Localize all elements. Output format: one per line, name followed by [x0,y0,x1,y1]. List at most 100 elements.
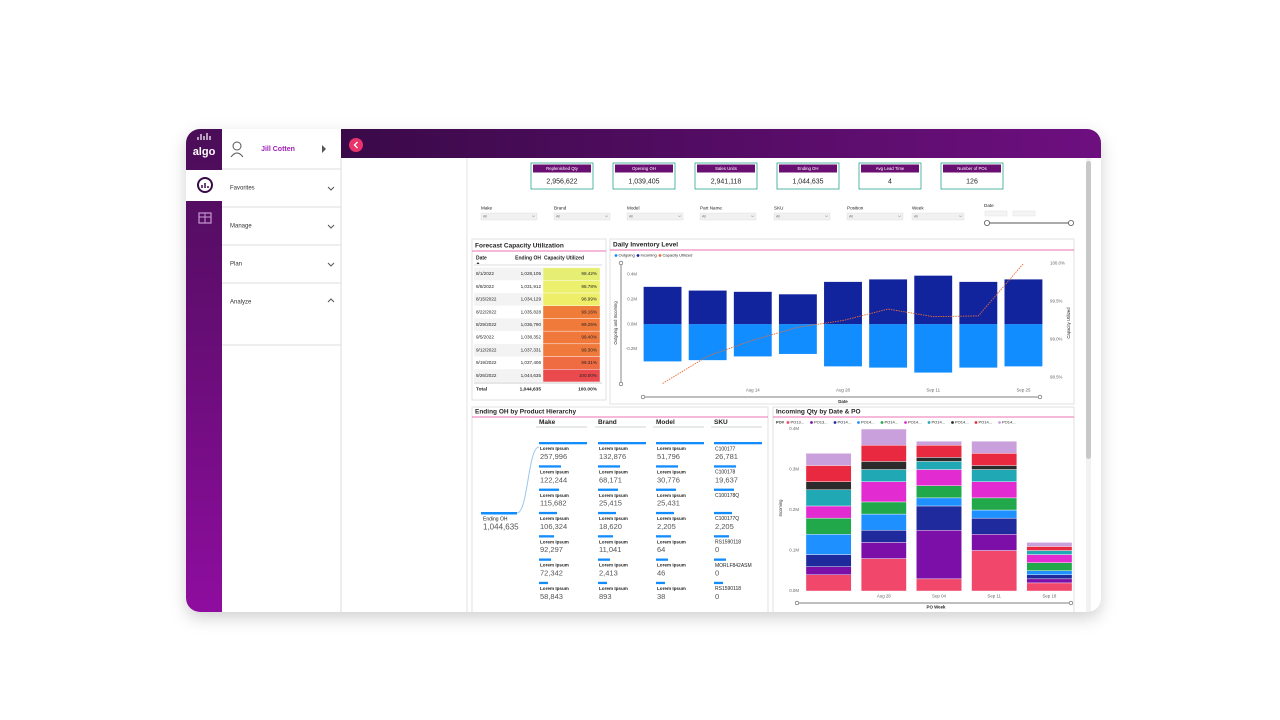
node-label[interactable]: Lorem Ipsum [599,470,628,475]
root-bar [481,512,517,515]
node-label[interactable]: Lorem Ipsum [657,563,686,568]
panel-title: Incoming Qty by Date & PO [776,409,861,416]
node-value: 30,776 [657,475,680,484]
filter-dropdown[interactable] [480,212,538,221]
y2-axis-title: Capacity Utilized [1066,307,1071,339]
filter-dropdown[interactable] [553,212,611,221]
node-bar [656,535,671,538]
table-cell: 99.31% [581,360,597,365]
logo-mark [197,133,211,140]
table-cell: 1,031,912 [521,284,542,289]
node-label[interactable]: C100178 [715,470,736,476]
active-nav[interactable] [186,170,222,201]
node-value: 2,205 [657,522,676,531]
filter-dropdown[interactable] [699,212,757,221]
filter-value: All [556,215,560,219]
bar [643,324,682,362]
menu-item[interactable]: Manage [230,224,252,230]
user-caret[interactable] [322,145,326,153]
node-value: 68,171 [599,475,622,484]
node-value: 51,796 [657,452,680,461]
node-label[interactable]: C100177Q [715,516,739,522]
slider-handle[interactable] [640,394,646,400]
table-cell: 1,034,129 [521,297,542,302]
node-label[interactable]: Lorem Ipsum [599,493,628,498]
slider-handle[interactable] [618,381,624,387]
node-label[interactable]: Lorem Ipsum [540,586,569,591]
slider-handle[interactable] [618,260,624,266]
kpi-header [615,164,673,173]
node-label[interactable]: C100177 [715,446,736,452]
y2-tick-label: 100.0% [1050,261,1065,266]
node-value: 0 [715,568,719,577]
x-tick-label: Sep 18 [1042,594,1056,599]
filter-value: All [629,215,633,219]
table-cell: 99.40% [581,335,597,340]
legend-swatch [974,421,978,424]
node-label[interactable]: Lorem Ipsum [599,446,628,451]
menu-chevrons[interactable] [327,186,335,303]
table-cell: 1,037,331 [521,347,542,352]
filter-dropdown[interactable] [626,212,684,221]
node-label[interactable]: Lorem Ipsum [657,586,686,591]
table-cell: 98.99% [581,297,597,302]
bar-segment [860,542,907,559]
node-label[interactable]: Lorem Ipsum [599,586,628,591]
node-label[interactable]: Lorem Ipsum [540,539,569,544]
node-label[interactable]: Lorem Ipsum [657,516,686,521]
node-label[interactable]: Lorem Ipsum [540,446,569,451]
legend-label: PO14... [908,420,922,425]
y-tick-label: 0.4M [627,272,637,277]
node-label[interactable]: Lorem Ipsum [599,539,628,544]
node-label[interactable]: RS1590118 [715,540,741,546]
filter-dropdown[interactable] [846,212,904,221]
filter-dropdown[interactable] [911,212,965,221]
node-label[interactable]: C100178Q [715,493,739,499]
filter-value: All [702,215,706,219]
node-label[interactable]: Lorem Ipsum [540,493,569,498]
node-bar [714,465,736,468]
slider-handle[interactable] [1068,600,1074,606]
table-row [474,267,543,281]
bar-segment [1026,546,1073,551]
dropdown-caret [604,215,609,218]
menu-item[interactable]: Favorites [230,186,255,192]
node-label[interactable]: Lorem Ipsum [540,516,569,521]
node-label[interactable]: Lorem Ipsum [657,539,686,544]
node-label[interactable]: Lorem Ipsum [540,563,569,568]
node-label[interactable]: MORLF842ASM [715,563,752,569]
legend-label: PO14... [932,420,946,425]
back-button[interactable] [349,138,363,152]
scroll-thumb[interactable] [1086,161,1091,459]
node-label[interactable]: Lorem Ipsum [599,563,628,568]
slider-handle[interactable] [1037,394,1043,400]
back-arrow [353,141,358,149]
panel-title: Ending OH by Product Hierarchy [475,409,577,416]
x-tick-label: Sep 11 [926,388,940,393]
table-cell: 9/12/2022 [476,347,497,352]
date-box [984,210,1008,217]
table-cell: 8/22/2022 [476,309,497,314]
root-value: 1,044,635 [483,523,519,532]
node-label[interactable]: Lorem Ipsum [657,493,686,498]
filter-dropdown[interactable] [773,212,831,221]
filter-label: Date [984,203,994,208]
tree-connector [516,446,540,514]
legend-label: PO14... [1002,420,1016,425]
slider-handle[interactable] [984,219,991,226]
node-label[interactable]: RS1590118 [715,586,741,592]
table-header: Date [476,255,487,261]
menu-item[interactable]: Analyze [230,300,252,306]
menu-panel [222,129,341,612]
node-label[interactable]: Lorem Ipsum [599,516,628,521]
node-label[interactable]: Lorem Ipsum [657,446,686,451]
menu-item[interactable]: Plan [230,262,242,268]
node-label[interactable]: Lorem Ipsum [540,470,569,475]
table-cell: 1,036,790 [521,322,542,327]
slider-handle[interactable] [1068,219,1075,226]
node-label[interactable]: Lorem Ipsum [657,470,686,475]
legend-swatch [998,421,1001,424]
x-tick-label: Sep 04 [932,594,946,599]
slider-handle[interactable] [794,600,800,606]
